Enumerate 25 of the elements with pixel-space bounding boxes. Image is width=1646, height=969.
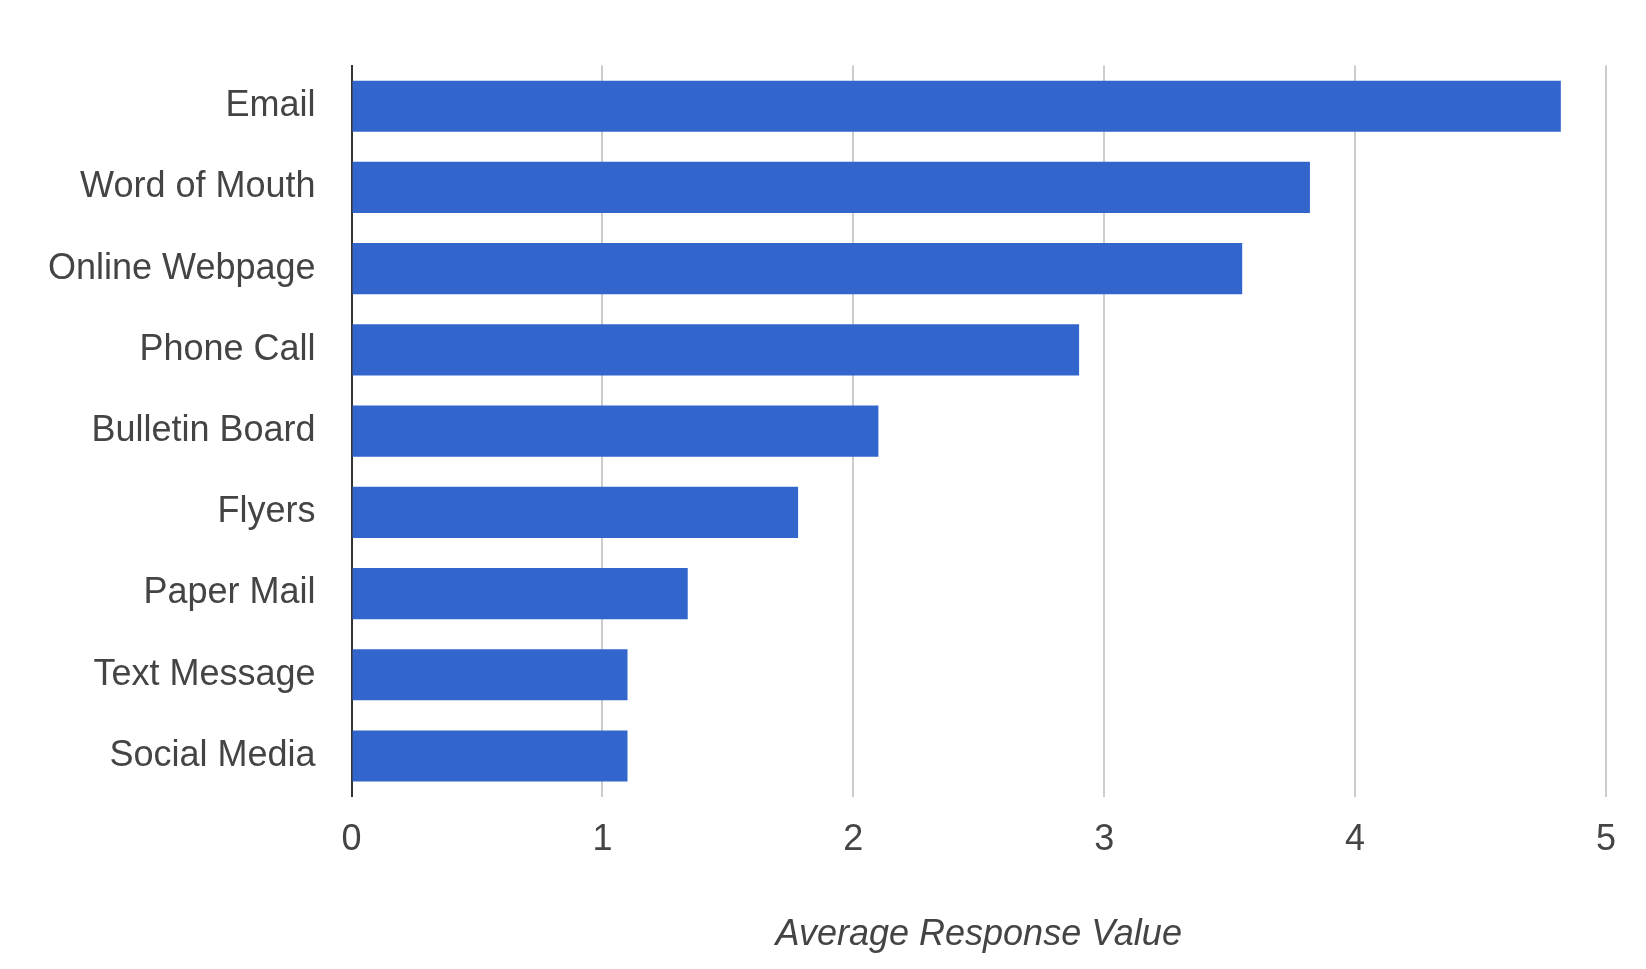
bar (352, 80, 1561, 132)
bar (352, 649, 628, 701)
y-tick-label: Word of Mouth (80, 164, 316, 206)
bar (352, 486, 799, 538)
y-tick-label: Paper Mail (143, 570, 316, 612)
x-tick-label: 4 (1345, 817, 1366, 859)
bar (352, 405, 879, 457)
y-tick-label: Bulletin Board (91, 408, 316, 450)
y-tick-label: Text Message (93, 651, 316, 693)
x-tick-label: 2 (843, 817, 864, 859)
bar (352, 243, 1243, 295)
x-axis-title: Average Response Value (773, 912, 1182, 954)
x-tick-label: 0 (341, 817, 362, 859)
bar (352, 161, 1310, 214)
x-tick-label: 5 (1595, 817, 1616, 859)
x-tick-label: 1 (592, 817, 613, 859)
y-tick-label: Phone Call (139, 326, 316, 368)
bar (352, 567, 688, 620)
bar (352, 730, 628, 782)
bar (352, 324, 1080, 376)
y-tick-label: Online Webpage (47, 245, 316, 287)
y-tick-label: Social Media (109, 732, 317, 774)
y-tick-label: Flyers (217, 489, 316, 531)
x-tick-label: 3 (1094, 817, 1115, 859)
y-tick-label: Email (225, 83, 316, 125)
